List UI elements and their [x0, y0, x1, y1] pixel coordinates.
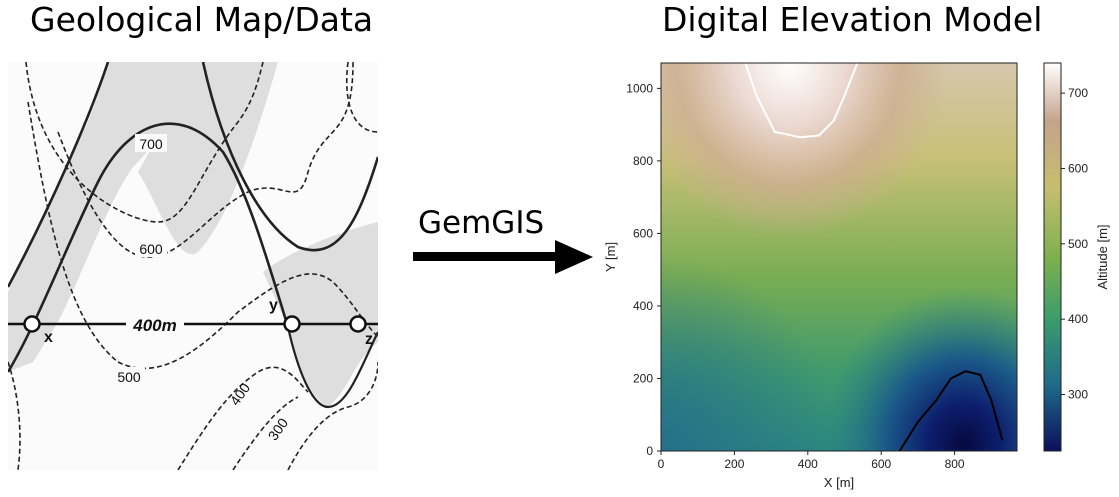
dem-chart: 0 200 400 600 800 0 200 400 600 800 1000 X [m] Y … — [603, 62, 1110, 490]
point-z-label: z — [365, 331, 373, 348]
colorbar-label: Altitude [m] — [1095, 224, 1110, 289]
left-panel-title: Geological Map/Data — [30, 0, 374, 39]
plot-area — [660, 62, 1018, 452]
colorbar-tick-label: 400 — [1068, 312, 1088, 326]
y-tick-label: 0 — [646, 444, 653, 458]
contour-line-700 — [744, 62, 859, 139]
section-line-label: 400m — [132, 316, 176, 335]
x-tick-label: 600 — [871, 457, 891, 471]
contour-label: 600 — [139, 241, 163, 257]
x-axis-label: X [m] — [824, 475, 854, 490]
colorbar-tick-label: 500 — [1068, 237, 1088, 251]
boundary-line — [8, 62, 110, 288]
colorbar-tick-label: 600 — [1068, 161, 1088, 175]
arrow-right-icon — [413, 240, 593, 274]
point-x-marker — [23, 315, 41, 333]
elevation-pit — [661, 63, 1017, 451]
x-tick-label: 800 — [945, 457, 965, 471]
right-panel-title: Digital Elevation Model — [662, 0, 1043, 39]
y-tick-label: 400 — [633, 299, 653, 313]
colorbar — [1043, 62, 1062, 452]
shaded-layer-top — [138, 62, 278, 255]
x-tick-label: 200 — [724, 457, 744, 471]
gemgis-label: GemGIS — [418, 205, 545, 241]
contour-lines — [8, 62, 378, 470]
x-tick-label: 0 — [658, 457, 665, 471]
section-line-label-bg — [126, 314, 184, 334]
y-tick-label: 800 — [633, 154, 653, 168]
y-tick-label: 200 — [633, 371, 653, 385]
x-tick-label: 400 — [798, 457, 818, 471]
point-y-label: y — [269, 297, 278, 314]
y-axis-label: Y [m] — [603, 242, 618, 272]
contour-line-300 — [898, 370, 1004, 452]
contour-label: 500 — [117, 369, 141, 385]
point-z-marker — [349, 315, 367, 333]
shaded-layer-right — [263, 222, 378, 407]
point-x-label: x — [44, 329, 53, 346]
contour-label: 700 — [139, 136, 163, 152]
colorbar-tick-label: 300 — [1068, 387, 1088, 401]
geological-map: 400m 700 600 500 400 300 x y z — [8, 62, 378, 470]
point-y-marker — [283, 315, 301, 333]
boundary-line — [286, 326, 378, 409]
y-tick-label: 600 — [633, 226, 653, 240]
y-tick-label: 1000 — [626, 81, 653, 95]
boundary-line — [201, 62, 378, 252]
plot-frame — [660, 62, 1018, 452]
boundary-line — [8, 122, 290, 373]
colorbar-tick-label: 700 — [1068, 86, 1088, 100]
